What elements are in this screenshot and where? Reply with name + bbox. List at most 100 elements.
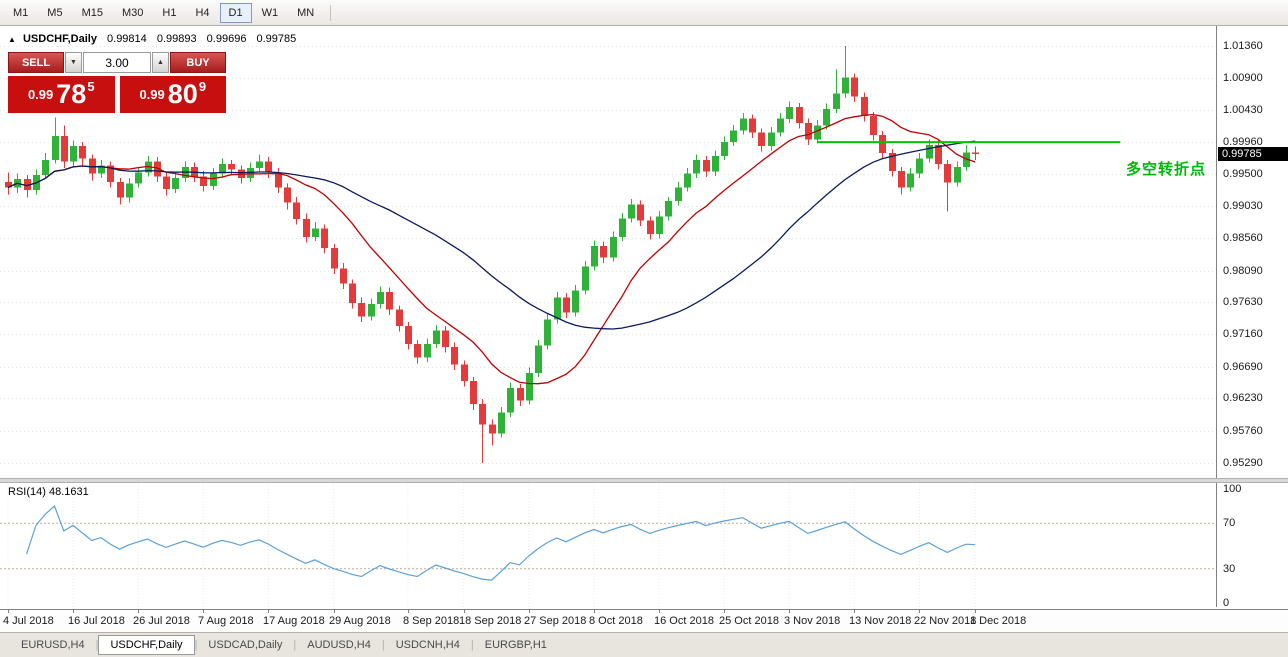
tab-separator: | [470, 639, 474, 651]
volume-up-icon[interactable]: ▲ [152, 52, 169, 73]
buy-button[interactable]: BUY [170, 52, 226, 73]
ma-fast-line [7, 113, 976, 385]
candles-group [5, 45, 979, 463]
rsi-panel[interactable]: RSI(14) 48.1631 [0, 483, 1216, 609]
time-axis-tick [203, 610, 204, 613]
rsi-axis-label: 100 [1223, 483, 1242, 495]
volume-input[interactable] [83, 52, 151, 73]
sell-price-pip: 5 [87, 79, 95, 94]
tab-separator: | [293, 639, 297, 651]
chart-tab-usdcad[interactable]: USDCAD,Daily [208, 639, 283, 651]
time-axis-tick [334, 610, 335, 613]
price-axis-label: 0.97160 [1223, 328, 1263, 341]
time-axis-tick [8, 610, 9, 613]
chart-tab-eurgbp[interactable]: EURGBP,H1 [484, 639, 547, 651]
buy-price-display[interactable]: 0.99 80 9 [119, 76, 226, 113]
date-axis-label: 18 Sep 2018 [459, 615, 522, 627]
main-chart-panel[interactable]: ▲ USDCHF,Daily 0.99814 0.99893 0.99696 0… [0, 26, 1216, 478]
chart-annotation-text[interactable]: 多空转折点 [1126, 161, 1207, 178]
rsi-indicator-chart[interactable] [0, 483, 1216, 609]
chart-tab-usdchf[interactable]: USDCHF,Daily [98, 635, 195, 655]
chart-symbol-label: USDCHF,Daily [22, 33, 97, 45]
ohlc-close-value: 0.99785 [256, 33, 297, 45]
time-axis-tick [138, 610, 139, 613]
current-price-badge: 0.99785 [1218, 147, 1288, 162]
timeframe-button-m5[interactable]: M5 [38, 3, 71, 23]
price-axis-label: 0.99960 [1223, 136, 1263, 149]
timeframe-button-d1[interactable]: D1 [219, 2, 252, 23]
time-axis-tick [464, 610, 465, 613]
date-axis-label: 16 Jul 2018 [68, 615, 125, 627]
price-axis-label: 1.01360 [1223, 39, 1263, 52]
date-axis-label: 29 Aug 2018 [329, 615, 391, 627]
time-axis-tick [268, 610, 269, 613]
timeframe-button-mn[interactable]: MN [288, 3, 323, 23]
time-axis-tick [789, 610, 790, 613]
collapse-trade-panel-icon[interactable]: ▲ [8, 35, 16, 44]
time-axis-tick [529, 610, 530, 613]
timeframe-button-m30[interactable]: M30 [113, 3, 152, 23]
date-axis-label: 8 Oct 2018 [589, 615, 643, 627]
date-axis-label: 8 Sep 2018 [403, 615, 460, 627]
rsi-axis-label: 0 [1223, 597, 1230, 609]
sell-price-big: 78 [56, 79, 87, 109]
time-axis-tick [659, 610, 660, 613]
volume-down-icon[interactable]: ▼ [65, 52, 82, 73]
panel-splitter[interactable] [0, 478, 1288, 483]
timeframe-toolbar: M1 M5 M15 M30 H1 H4 D1 W1 MN [0, 0, 1288, 26]
chart-tab-usdcnh[interactable]: USDCNH,H4 [395, 639, 460, 651]
date-axis-label: 4 Jul 2018 [3, 615, 54, 627]
ohlc-open-value: 0.99814 [107, 33, 147, 45]
price-axis-label: 0.97630 [1223, 296, 1263, 309]
tab-separator: | [194, 639, 198, 651]
price-axis-label: 0.99030 [1223, 199, 1263, 212]
sell-button[interactable]: SELL [8, 52, 64, 73]
sell-price-prefix: 0.99 [27, 87, 54, 102]
timeframe-button-w1[interactable]: W1 [253, 3, 288, 23]
price-axis-label: 0.96690 [1223, 360, 1263, 373]
buy-price-big: 80 [167, 79, 198, 109]
ohlc-high-value: 0.99893 [156, 33, 197, 45]
date-axis-label: 16 Oct 2018 [654, 615, 714, 627]
rsi-axis-label: 70 [1223, 517, 1236, 530]
sell-price-display[interactable]: 0.99 78 5 [8, 76, 115, 113]
date-axis-label: 27 Sep 2018 [524, 615, 587, 627]
timeframe-button-h1[interactable]: H1 [153, 3, 185, 23]
timeframe-button-m15[interactable]: M15 [73, 3, 112, 23]
rsi-line [26, 504, 976, 581]
tab-separator: | [95, 639, 99, 651]
candlestick-chart[interactable] [0, 26, 1216, 478]
date-axis-label: 17 Aug 2018 [263, 615, 325, 627]
price-axis-label: 1.00430 [1223, 103, 1263, 116]
date-axis-label: 7 Aug 2018 [198, 615, 254, 627]
price-axis-label: 0.98090 [1223, 264, 1263, 277]
ma-slow-line [7, 140, 976, 330]
date-axis-label: 3 Nov 2018 [784, 615, 841, 627]
price-axis-label: 0.95760 [1223, 424, 1263, 437]
price-axis-label: 0.95290 [1223, 456, 1263, 469]
chart-tab-eurusd[interactable]: EURUSD,H4 [21, 639, 85, 651]
time-axis-tick [724, 610, 725, 613]
price-axis-label: 0.96230 [1223, 392, 1263, 405]
price-axis-label: 0.98560 [1223, 232, 1263, 245]
buy-price-pip: 9 [198, 79, 207, 94]
date-axis-label: 1 Dec 2018 [970, 615, 1027, 627]
date-axis-label: 13 Nov 2018 [849, 615, 912, 627]
time-axis-tick [975, 610, 976, 613]
chart-tabs-bar: EURUSD,H4 | USDCHF,Daily | USDCAD,Daily | AUDU… [0, 632, 1288, 657]
price-axis[interactable]: 0.99785 1.01360 1.00900 1.00430 0.99960 0.99… [1216, 26, 1288, 609]
time-axis[interactable]: 4 Jul 2018 16 Jul 2018 26 Jul 2018 7 Aug 20… [0, 609, 1288, 632]
tab-separator: | [381, 639, 385, 651]
buy-price-prefix: 0.99 [139, 87, 165, 102]
rsi-axis-label: 30 [1223, 562, 1236, 575]
date-axis-label: 22 Nov 2018 [914, 615, 977, 627]
price-axis-label: 1.00900 [1223, 71, 1263, 84]
chart-tab-audusd[interactable]: AUDUSD,H4 [307, 639, 371, 651]
time-axis-tick [594, 610, 595, 613]
timeframe-button-h4[interactable]: H4 [186, 3, 218, 23]
chart-title: ▲ USDCHF,Daily 0.99814 0.99893 0.99696 0… [8, 33, 296, 45]
timeframe-button-m1[interactable]: M1 [4, 3, 37, 23]
time-axis-tick [919, 610, 920, 613]
time-axis-tick [408, 610, 409, 613]
